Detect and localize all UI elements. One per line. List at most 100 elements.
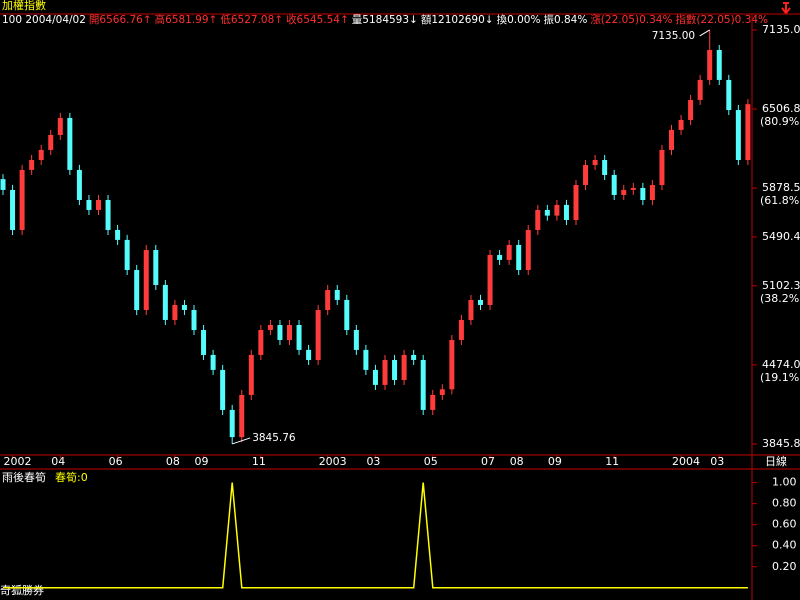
y-tick-label: 5102.3	[762, 279, 800, 292]
annotation: 3845.76	[252, 432, 296, 444]
candle-body	[554, 204, 560, 216]
candle-body	[487, 255, 493, 305]
candle-body	[659, 149, 665, 186]
candle-body	[172, 304, 178, 320]
x-tick-label: 09	[195, 455, 209, 468]
candle-body	[181, 304, 187, 311]
candle-body	[544, 209, 550, 216]
candle-body	[506, 244, 512, 260]
quote-info: 收6545.54↑	[286, 13, 349, 26]
y-tick-ratio: (61.8%)	[760, 194, 800, 207]
candle-body	[392, 359, 398, 380]
y-tick-label: 0.20	[772, 560, 797, 573]
candle-body	[239, 394, 245, 438]
period-label: 日線	[765, 454, 787, 468]
y-tick-label: 0.60	[772, 518, 797, 531]
candle-body	[592, 159, 598, 166]
candle-body	[573, 185, 579, 221]
y-tick-label: 5490.4	[762, 230, 800, 243]
candle-body	[716, 49, 722, 80]
quote-info: 100 2004/04/02	[2, 14, 86, 26]
y-tick-label: 0.40	[772, 539, 797, 552]
candle-body	[735, 110, 741, 160]
x-tick-label: 07	[481, 455, 495, 468]
y-tick-label: 6506.8	[762, 102, 800, 115]
candle-body	[10, 189, 16, 230]
candle-body	[678, 119, 684, 130]
y-tick-label: 3845.8	[762, 437, 800, 450]
y-tick-ratio: (38.2%)	[760, 292, 800, 305]
quote-info: 漲(22.05)0.34%	[590, 14, 672, 26]
candle-body	[220, 369, 226, 410]
quote-info: 換0.00%	[497, 14, 541, 26]
candle-body	[563, 204, 569, 221]
candle-body	[96, 200, 101, 210]
candle-body	[267, 324, 273, 331]
y-tick-label: 1.00	[772, 476, 797, 489]
candle-body	[649, 185, 655, 201]
y-tick-label: 0.80	[772, 497, 797, 510]
quote-info: 開6566.76↑	[89, 14, 152, 26]
candle-body	[745, 104, 751, 160]
x-tick-label: 2004	[672, 455, 700, 468]
candle-body	[191, 310, 197, 331]
indicator-line	[3, 482, 748, 589]
x-tick-label: 03	[710, 455, 724, 468]
candle-body	[411, 354, 417, 360]
candle-body	[497, 255, 503, 260]
quote-info: 低6527.08↑	[220, 13, 283, 26]
candle-body	[277, 324, 283, 340]
candle-body	[38, 149, 44, 160]
indicator-title: 雨後春筍	[2, 470, 46, 484]
y-tick-ratio: (80.9%)	[760, 115, 800, 128]
candle-body	[401, 354, 407, 380]
quote-info: 指數(22.05)0.34%	[675, 13, 768, 26]
candle-body	[430, 394, 436, 410]
y-tick-label: 5878.5	[762, 181, 800, 194]
candle-body	[153, 249, 159, 285]
candle-body	[162, 284, 168, 320]
candle-body	[640, 187, 646, 201]
candle-body	[449, 339, 455, 390]
candle-body	[353, 330, 359, 350]
candle-body	[229, 409, 235, 438]
candle-body	[611, 174, 617, 195]
candle-body	[688, 99, 694, 120]
candle-body	[115, 229, 121, 240]
candle-body	[516, 244, 522, 270]
candle-body	[468, 299, 474, 320]
candle-body	[458, 319, 464, 340]
candle-body	[707, 49, 713, 80]
candle-body	[287, 324, 292, 340]
candle-body	[86, 200, 92, 210]
x-tick-label: 11	[605, 455, 619, 468]
x-tick-label: 04	[51, 455, 65, 468]
download-icon[interactable]	[781, 2, 791, 15]
candle-body	[344, 299, 350, 331]
candle-body	[67, 117, 73, 170]
candle-body	[602, 159, 608, 175]
candle-body	[124, 239, 130, 270]
candle-body	[143, 249, 149, 311]
y-tick-label: 4474.0	[762, 358, 800, 371]
candle-body	[76, 169, 82, 201]
candle-body	[669, 129, 674, 150]
candle-body	[372, 369, 378, 385]
candle-body	[535, 209, 541, 230]
x-tick-label: 2003	[319, 455, 347, 468]
quote-info: 高6581.99↑	[155, 13, 218, 26]
chart-title: 加權指數	[2, 0, 46, 12]
candle-body	[48, 134, 54, 150]
indicator-legend: 春筍:0	[55, 470, 88, 484]
x-tick-label: 09	[548, 455, 562, 468]
quote-info: 振0.84%	[543, 13, 587, 26]
candle-body	[420, 359, 426, 410]
candle-body	[57, 117, 63, 135]
x-tick-label: 03	[366, 455, 380, 468]
candle-body	[134, 269, 140, 311]
candle-body	[201, 330, 207, 355]
quote-info: 量5184593↓	[352, 14, 418, 26]
candle-body	[334, 290, 340, 300]
x-tick-label: 2002	[4, 455, 32, 468]
